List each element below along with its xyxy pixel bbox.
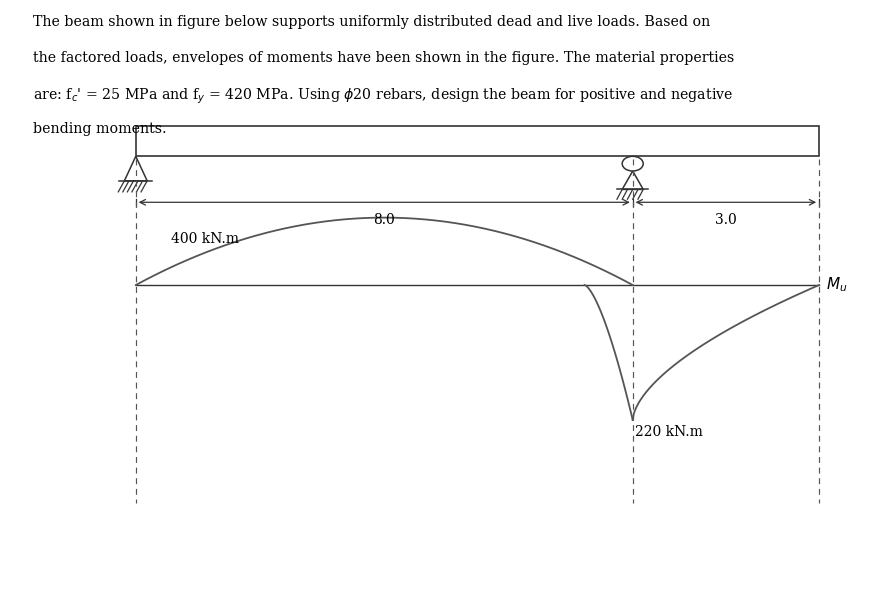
Text: 3.0: 3.0 xyxy=(715,213,737,227)
Text: 220 kN.m: 220 kN.m xyxy=(635,425,703,439)
Text: 8.0: 8.0 xyxy=(373,213,395,227)
Text: 400 kN.m: 400 kN.m xyxy=(171,232,239,246)
Text: The beam shown in figure below supports uniformly distributed dead and live load: The beam shown in figure below supports … xyxy=(33,15,710,29)
Text: the factored loads, envelopes of moments have been shown in the figure. The mate: the factored loads, envelopes of moments… xyxy=(33,51,735,65)
Text: bending moments.: bending moments. xyxy=(33,122,167,136)
Bar xyxy=(136,126,819,156)
Text: $M_u$: $M_u$ xyxy=(826,276,847,294)
Text: are: f$_c$' = 25 MPa and f$_y$ = 420 MPa. Using $\phi$20 rebars, design the beam: are: f$_c$' = 25 MPa and f$_y$ = 420 MPa… xyxy=(33,86,733,105)
